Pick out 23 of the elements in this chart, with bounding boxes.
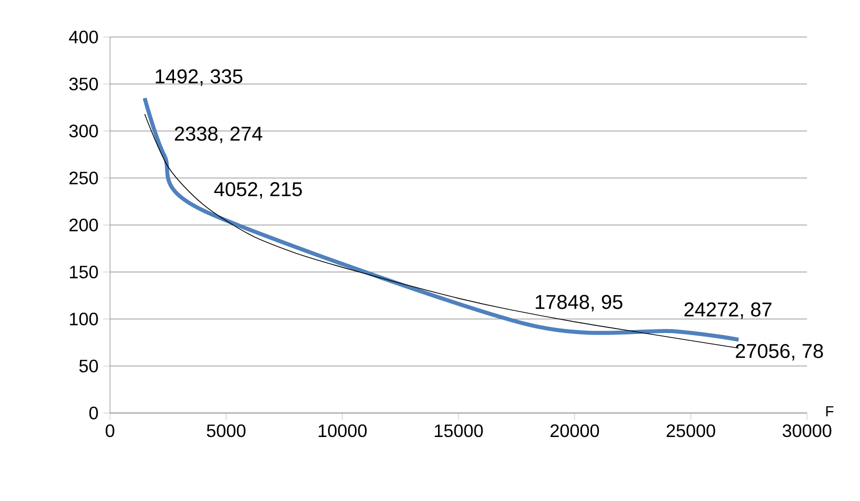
- y-tick-label: 400: [69, 30, 98, 44]
- y-tick-label: 150: [70, 266, 98, 278]
- data-label: 27056, 78: [736, 344, 823, 360]
- y-tick-label: 100: [70, 312, 98, 326]
- data-label: 4052, 215: [214, 182, 302, 199]
- y-tick-label: 0: [89, 406, 98, 420]
- data-label: 17848, 95: [536, 294, 622, 312]
- x-tick-label: 25000: [666, 424, 716, 438]
- x-tick-label: 15000: [434, 424, 483, 438]
- x-axis-title: F: [826, 406, 834, 416]
- y-tick-label: 200: [69, 218, 98, 232]
- x-tick-label: 5000: [206, 424, 246, 438]
- y-tick-label: 350: [69, 78, 98, 90]
- x-tick-label: 30000: [782, 424, 832, 438]
- y-tick-label: 300: [69, 124, 98, 138]
- x-tick-label: 0: [106, 424, 114, 438]
- y-tick-label: 250: [69, 172, 98, 184]
- data-label: 2338, 274: [174, 126, 262, 144]
- x-tick-label: 20000: [550, 424, 599, 438]
- data-label: 1492, 335: [156, 69, 242, 86]
- data-label: 24272, 87: [684, 302, 772, 319]
- y-tick-label: 50: [79, 360, 98, 372]
- x-tick-label: 10000: [318, 424, 367, 438]
